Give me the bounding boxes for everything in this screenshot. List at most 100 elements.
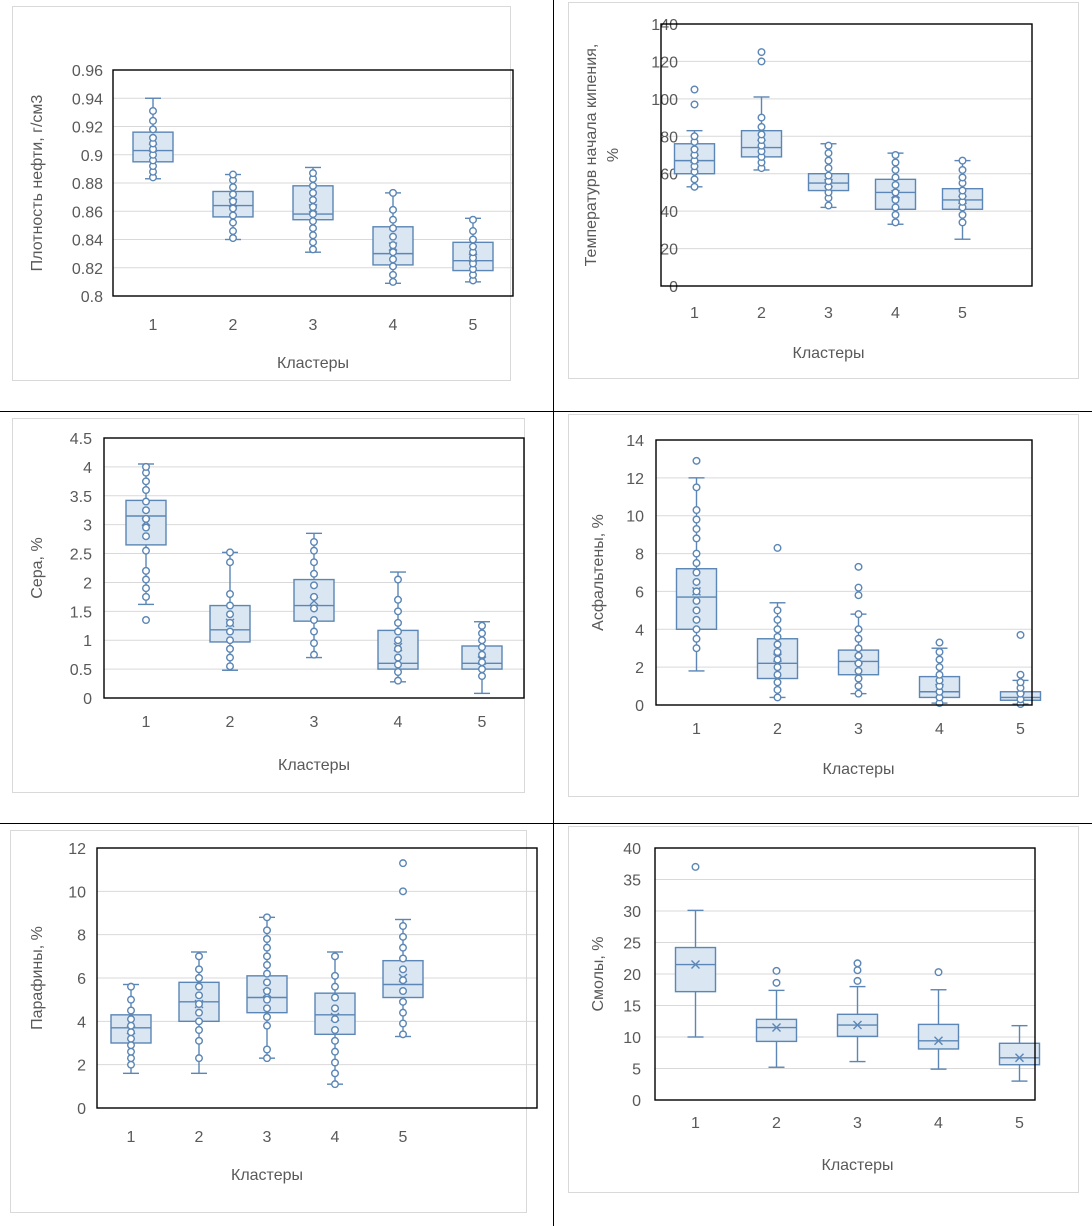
data-point bbox=[126, 1034, 135, 1043]
x-axis-label: Кластеры bbox=[793, 345, 865, 362]
data-point bbox=[891, 158, 900, 167]
data-point bbox=[263, 960, 272, 969]
x-tick-label: 5 bbox=[469, 317, 478, 334]
data-point bbox=[194, 1008, 203, 1017]
data-point bbox=[692, 524, 701, 533]
data-point bbox=[399, 887, 408, 896]
data-point bbox=[228, 218, 237, 227]
x-axis-label: Кластеры bbox=[822, 1157, 894, 1174]
plot-frame bbox=[660, 23, 1033, 287]
data-point bbox=[194, 973, 203, 982]
data-point bbox=[331, 971, 340, 980]
data-point bbox=[225, 653, 234, 662]
data-point bbox=[935, 663, 944, 672]
data-point bbox=[263, 969, 272, 978]
y-tick-label: 3.5 bbox=[70, 489, 92, 506]
data-point bbox=[773, 632, 782, 641]
y-tick-label: 0 bbox=[632, 1093, 641, 1110]
data-point bbox=[126, 1060, 135, 1069]
data-point bbox=[692, 587, 701, 596]
data-point bbox=[773, 693, 782, 702]
x-tick-label: 4 bbox=[891, 305, 900, 322]
y-tick-label: 30 bbox=[623, 904, 641, 921]
box-iqr bbox=[755, 1018, 798, 1043]
y-tick-label: 10 bbox=[626, 509, 644, 526]
data-point bbox=[854, 610, 863, 619]
y-tick-label: 8 bbox=[77, 928, 86, 945]
y-tick-label: 25 bbox=[623, 936, 641, 953]
data-point bbox=[194, 982, 203, 991]
data-point bbox=[263, 1004, 272, 1013]
chart-panel-boiling-temp: 0 20 40 60 80 100 120 140 1 2 3 4 5 Температурв начал… bbox=[554, 0, 1092, 411]
data-point bbox=[692, 456, 701, 465]
box-cluster-2 bbox=[756, 543, 799, 702]
box-cluster-2 bbox=[209, 548, 251, 671]
data-point bbox=[757, 122, 766, 131]
data-point bbox=[935, 670, 944, 679]
data-point bbox=[690, 175, 699, 184]
y-tick-label: 80 bbox=[660, 129, 678, 146]
y-tick-label: 40 bbox=[660, 204, 678, 221]
box-cluster-3 bbox=[837, 562, 880, 698]
data-point bbox=[331, 1047, 340, 1056]
y-tick-label: 0.86 bbox=[72, 204, 103, 221]
data-point bbox=[1016, 678, 1025, 687]
data-point bbox=[141, 485, 150, 494]
data-point bbox=[394, 607, 403, 616]
data-point bbox=[399, 943, 408, 952]
data-point bbox=[228, 183, 237, 192]
box-iqr bbox=[674, 946, 717, 993]
data-point bbox=[399, 1019, 408, 1028]
x-tick-label: 1 bbox=[691, 1115, 700, 1132]
grid-vertical-divider bbox=[553, 0, 554, 1226]
data-point bbox=[389, 262, 398, 271]
x-tick-label: 5 bbox=[958, 305, 967, 322]
data-point bbox=[194, 1017, 203, 1026]
chart-boiling-temp: 0 20 40 60 80 100 120 140 1 2 3 4 5 Температурв начал… bbox=[568, 2, 1079, 379]
data-point bbox=[854, 674, 863, 683]
data-point bbox=[854, 644, 863, 653]
data-point bbox=[478, 650, 487, 659]
chart-panel-asphaltenes: 0 2 4 6 8 10 12 14 1 2 3 4 5 Асфальтены, % Кластеры bbox=[554, 412, 1092, 823]
data-point bbox=[141, 615, 150, 624]
data-point bbox=[309, 195, 318, 204]
x-tick-label: 4 bbox=[934, 1115, 943, 1132]
y-tick-label: 6 bbox=[77, 971, 86, 988]
y-tick-label: 6 bbox=[635, 584, 644, 601]
data-point bbox=[854, 591, 863, 600]
y-tick-label: 14 bbox=[626, 433, 644, 450]
data-point bbox=[126, 1021, 135, 1030]
data-point bbox=[958, 210, 967, 219]
y-tick-label: 0.8 bbox=[81, 289, 103, 306]
data-point bbox=[310, 569, 319, 578]
data-point bbox=[478, 636, 487, 645]
chart-sulfur: 0 0.5 1 1.5 2 2.5 3 3.5 4 4.5 1 2 3 4 5 Сера, % Кластеры bbox=[12, 418, 525, 793]
box-cluster-5 bbox=[452, 215, 494, 285]
x-tick-label: 3 bbox=[309, 317, 318, 334]
data-point bbox=[692, 559, 701, 568]
data-point bbox=[394, 676, 403, 685]
y-tick-label: 2.5 bbox=[70, 547, 92, 564]
data-point bbox=[263, 1012, 272, 1021]
y-axis-label: Сера, % bbox=[29, 537, 46, 598]
x-tick-label: 2 bbox=[226, 714, 235, 731]
data-point bbox=[891, 173, 900, 182]
data-point bbox=[394, 618, 403, 627]
chart-density: 0.8 0.82 0.84 0.86 0.88 0.9 0.92 0.94 0.96 1 2 3 4 5 П… bbox=[12, 6, 514, 381]
x-tick-label: 1 bbox=[127, 1129, 136, 1146]
y-tick-label: 60 bbox=[660, 167, 678, 184]
plot-frame bbox=[112, 69, 514, 297]
x-tick-label: 4 bbox=[389, 317, 398, 334]
data-point bbox=[399, 976, 408, 985]
data-point bbox=[225, 610, 234, 619]
box-cluster-4 bbox=[314, 951, 356, 1089]
y-axis-label: Смолы, % bbox=[590, 936, 607, 1011]
y-tick-label: 2 bbox=[83, 575, 92, 592]
data-point bbox=[692, 549, 701, 558]
y-tick-label: 15 bbox=[623, 999, 641, 1016]
data-point bbox=[394, 595, 403, 604]
data-point bbox=[934, 968, 943, 977]
data-point bbox=[690, 85, 699, 94]
mean-marker bbox=[691, 960, 700, 970]
